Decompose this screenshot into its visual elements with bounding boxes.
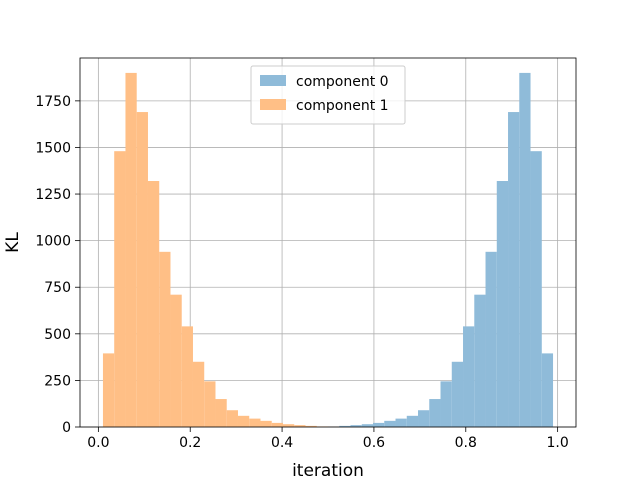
bar-component-0 <box>429 399 441 427</box>
y-axis-ticks: 0 250 500 750 1000 1250 1500 1750 <box>35 94 80 436</box>
x-axis-ticks: 0.0 0.2 0.4 0.6 0.8 1.0 <box>87 427 569 451</box>
bar-component-0 <box>440 381 452 427</box>
y-tick-label: 0 <box>62 420 71 436</box>
bar-component-0 <box>451 361 464 427</box>
bar-component-1 <box>114 151 126 427</box>
bar-component-0 <box>418 410 430 427</box>
bar-component-0 <box>474 294 486 427</box>
bar-component-0 <box>541 353 554 427</box>
bar-component-0 <box>406 415 419 427</box>
bar-component-1 <box>181 326 193 427</box>
bar-component-0 <box>485 251 497 427</box>
bar-component-1 <box>159 251 171 427</box>
bar-component-0 <box>339 425 351 427</box>
legend-box <box>250 65 406 125</box>
bar-component-0 <box>496 181 509 427</box>
bar-component-1 <box>204 381 216 427</box>
y-tick-label: 750 <box>44 280 71 296</box>
bar-component-0 <box>395 418 407 427</box>
y-tick-label: 250 <box>44 373 71 389</box>
bar-component-0 <box>384 420 396 427</box>
bar-component-0 <box>373 422 385 427</box>
bar-component-0 <box>530 151 542 427</box>
bar-component-1 <box>192 361 205 427</box>
x-tick-label: 1.0 <box>546 435 568 451</box>
bar-component-1 <box>271 422 283 427</box>
bar-component-0 <box>361 424 374 427</box>
bar-component-1 <box>170 294 182 427</box>
y-tick-label: 1500 <box>35 140 71 156</box>
x-tick-label: 0.6 <box>363 435 385 451</box>
bar-component-1 <box>226 410 238 427</box>
bar-component-0 <box>519 72 531 427</box>
legend-swatch-component-1 <box>260 99 286 110</box>
plot-frame <box>79 57 577 428</box>
y-tick-label: 1250 <box>35 187 71 203</box>
histogram-bars <box>102 72 554 427</box>
bar-component-0 <box>508 112 520 427</box>
bar-component-1 <box>282 424 295 427</box>
legend: component 0 component 1 <box>250 65 406 125</box>
bar-component-1 <box>260 420 272 427</box>
legend-swatch-component-0 <box>260 75 286 86</box>
y-axis-label: KL <box>3 232 23 253</box>
x-axis-label: iteration <box>292 461 364 480</box>
bar-component-1 <box>237 415 250 427</box>
bar-component-0 <box>463 326 475 427</box>
legend-label-component-0: component 0 <box>296 74 389 90</box>
bar-component-1 <box>294 425 306 427</box>
bar-component-1 <box>136 112 148 427</box>
legend-label-component-1: component 1 <box>296 98 389 114</box>
x-tick-label: 0.0 <box>87 435 109 451</box>
y-tick-label: 1750 <box>35 94 71 110</box>
x-tick-label: 0.8 <box>455 435 477 451</box>
bar-component-0 <box>350 425 362 427</box>
bar-component-1 <box>215 399 227 427</box>
bar-component-1 <box>249 418 261 427</box>
y-tick-label: 1000 <box>35 234 71 250</box>
x-tick-label: 0.4 <box>271 435 293 451</box>
bar-component-1 <box>102 353 115 427</box>
bar-component-1 <box>305 425 317 427</box>
bar-component-1 <box>147 181 160 427</box>
x-tick-label: 0.2 <box>179 435 201 451</box>
bar-component-1 <box>125 72 137 427</box>
y-tick-label: 500 <box>44 327 71 343</box>
